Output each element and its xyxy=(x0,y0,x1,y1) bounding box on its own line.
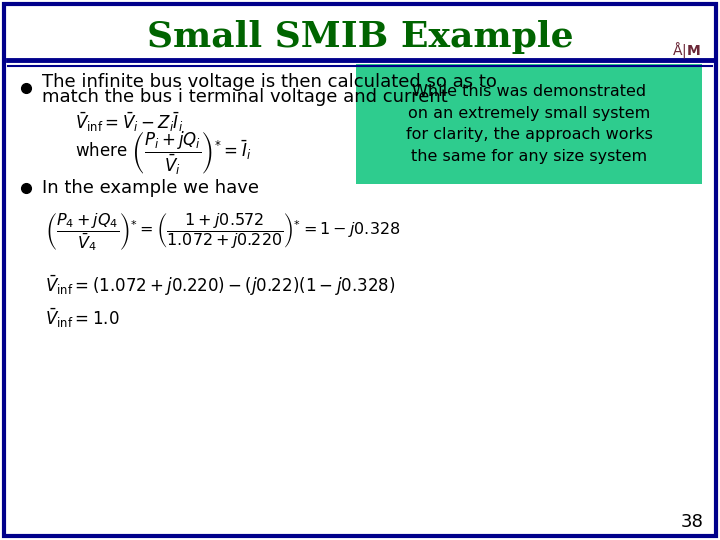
Text: While this was demonstrated
on an extremely small system
for clarity, the approa: While this was demonstrated on an extrem… xyxy=(405,84,652,164)
Text: $\mathsf{\AA|\mathbf{M}}$: $\mathsf{\AA|\mathbf{M}}$ xyxy=(672,40,701,60)
Text: Small SMIB Example: Small SMIB Example xyxy=(147,20,573,54)
Text: $\bar{V}_{\mathrm{inf}} = (1.072 + j0.220) - (j0.22)(1 - j0.328)$: $\bar{V}_{\mathrm{inf}} = (1.072 + j0.22… xyxy=(45,274,395,298)
Text: In the example we have: In the example we have xyxy=(42,179,259,197)
Text: 38: 38 xyxy=(681,513,704,531)
Text: The infinite bus voltage is then calculated so as to: The infinite bus voltage is then calcula… xyxy=(42,73,497,91)
Text: match the bus i terminal voltage and current: match the bus i terminal voltage and cur… xyxy=(42,88,448,106)
FancyBboxPatch shape xyxy=(356,64,702,184)
Text: where $\left(\dfrac{P_i + jQ_i}{\bar{V}_i}\right)^{*} = \bar{I}_i$: where $\left(\dfrac{P_i + jQ_i}{\bar{V}_… xyxy=(75,129,251,176)
Text: $\bar{V}_{\mathrm{inf}} = 1.0$: $\bar{V}_{\mathrm{inf}} = 1.0$ xyxy=(45,306,120,330)
Text: $\left(\dfrac{P_4 + jQ_4}{\bar{V}_4}\right)^{*}= \left(\dfrac{1 + j0.572}{1.072 : $\left(\dfrac{P_4 + jQ_4}{\bar{V}_4}\rig… xyxy=(45,211,400,253)
FancyBboxPatch shape xyxy=(4,4,716,536)
Text: $\bar{V}_{\mathrm{inf}} = \bar{V}_i - Z_i\bar{I}_i$: $\bar{V}_{\mathrm{inf}} = \bar{V}_i - Z_… xyxy=(75,110,183,134)
